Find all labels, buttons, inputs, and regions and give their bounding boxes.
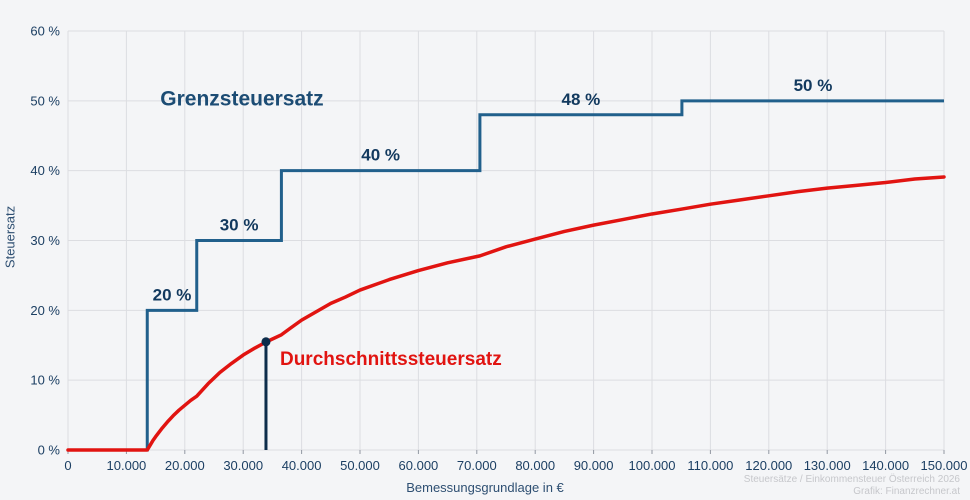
- bracket-rate-label: 20 %: [153, 285, 192, 304]
- x-tick-label: 90.000: [574, 458, 614, 473]
- marker-dot: [261, 337, 271, 347]
- x-tick-label: 10.000: [107, 458, 147, 473]
- y-tick-label: 30 %: [30, 233, 60, 248]
- x-tick-label: 150.000: [921, 458, 968, 473]
- x-tick-label: 50.000: [340, 458, 380, 473]
- y-tick-label: 40 %: [30, 163, 60, 178]
- x-tick-label: 130.000: [804, 458, 851, 473]
- bracket-rate-label: 40 %: [361, 146, 400, 165]
- y-tick-label: 0 %: [38, 443, 61, 458]
- attribution-source-line: Steuersätze / Einkommensteuer Österreich…: [743, 474, 960, 485]
- y-tick-label: 20 %: [30, 303, 60, 318]
- y-tick-label: 60 %: [30, 24, 60, 39]
- y-tick-label: 50 %: [30, 93, 60, 108]
- x-tick-label: 100.000: [629, 458, 676, 473]
- attribution-credit-line: Grafik: Finanzrechner.at: [853, 486, 960, 497]
- marginal-rate-step-line: [68, 99, 944, 452]
- bracket-rate-label: 48 %: [562, 90, 601, 109]
- marginal-rate-series-label: Grenzsteuersatz: [160, 88, 323, 111]
- x-tick-label: 60.000: [399, 458, 439, 473]
- y-tick-label: 10 %: [30, 373, 60, 388]
- x-tick-label: 70.000: [457, 458, 497, 473]
- x-tick-label: 30.000: [223, 458, 263, 473]
- bracket-rate-label: 50 %: [794, 76, 833, 95]
- x-tick-label: 110.000: [687, 458, 733, 473]
- average-rate-series-label: Durchschnittssteuersatz: [280, 349, 502, 370]
- x-tick-label: 20.000: [165, 458, 205, 473]
- x-tick-label: 40.000: [282, 458, 322, 473]
- bracket-rate-label: 30 %: [220, 216, 259, 235]
- x-tick-label: 140.000: [862, 458, 909, 473]
- x-tick-label: 80.000: [515, 458, 555, 473]
- x-tick-label: 0: [64, 458, 71, 473]
- average-rate-curve: [66, 175, 946, 452]
- attribution: Steuersätze / Einkommensteuer Österreich…: [744, 474, 960, 498]
- y-axis-title: Steuersatz: [2, 205, 18, 269]
- x-axis-title: Bemessungsgrundlage in €: [406, 480, 564, 495]
- x-tick-label: 120.000: [745, 458, 792, 473]
